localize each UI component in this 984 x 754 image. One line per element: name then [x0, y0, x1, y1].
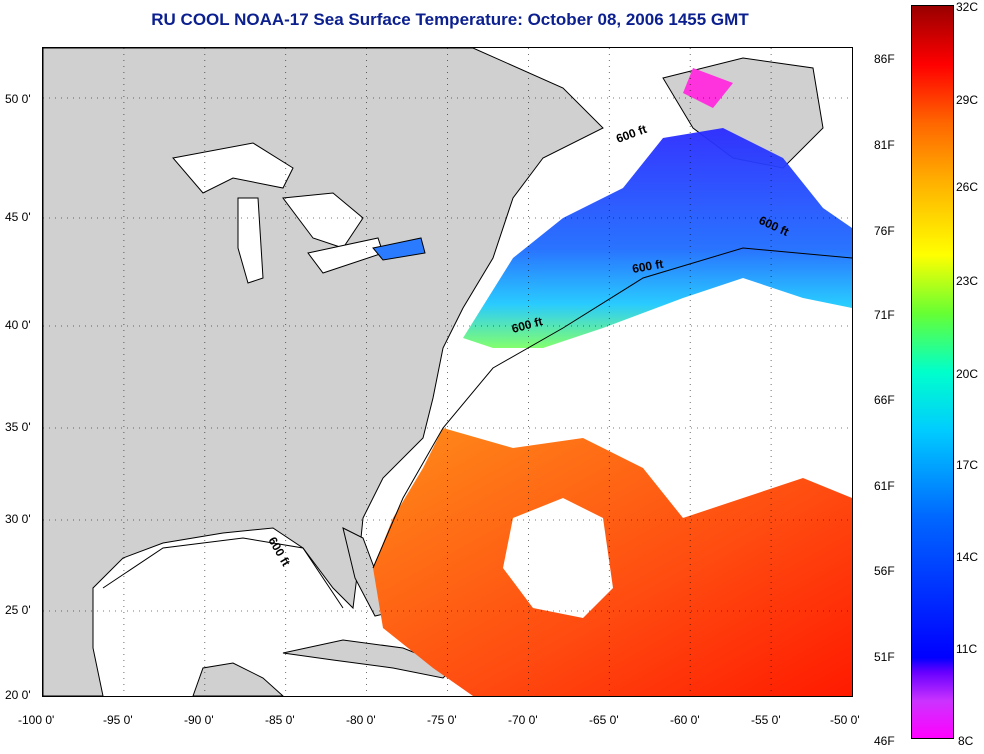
- colorbar-c-label: 14C: [956, 550, 979, 564]
- colorbar-f-label: 66F: [874, 393, 895, 407]
- colorbar-f-label: 71F: [874, 308, 895, 322]
- graticule: [43, 48, 852, 696]
- sst-map-canvas: 600 ft 600 ft 600 ft 600 ft 600 ft: [43, 48, 852, 696]
- lon-label: -50 0': [830, 713, 860, 727]
- sst-cold-shelf: [463, 128, 852, 348]
- isobath-label: 600 ft: [631, 257, 664, 276]
- lat-label: 20 0': [5, 688, 31, 702]
- lon-label: -85 0': [265, 713, 295, 727]
- colorbar-c-label: 23C: [956, 274, 979, 288]
- lon-label: -65 0': [589, 713, 619, 727]
- colorbar-c-label: 17C: [956, 458, 979, 472]
- colorbar-c-label: 8C: [958, 734, 974, 748]
- lon-label: -55 0': [751, 713, 781, 727]
- lat-label: 35 0': [5, 420, 31, 434]
- sst-map: 600 ft 600 ft 600 ft 600 ft 600 ft: [42, 47, 853, 697]
- colorbar-f-label: 86F: [874, 52, 895, 66]
- lon-label: -75 0': [427, 713, 457, 727]
- map-title: RU COOL NOAA-17 Sea Surface Temperature:…: [151, 10, 749, 29]
- lon-label: -95 0': [103, 713, 133, 727]
- lat-label: 30 0': [5, 512, 31, 526]
- colorbar-c-label: 29C: [956, 93, 979, 107]
- lon-label: -60 0': [670, 713, 700, 727]
- lat-label: 25 0': [5, 603, 31, 617]
- sst-warm-region: [373, 428, 852, 696]
- colorbar-f-label: 56F: [874, 564, 895, 578]
- lat-label: 50 0': [5, 92, 31, 106]
- cloud-patch: [503, 498, 613, 618]
- lat-label: 40 0': [5, 318, 31, 332]
- lat-label: 45 0': [5, 210, 31, 224]
- lon-label: -80 0': [346, 713, 376, 727]
- colorbar-f-label: 61F: [874, 479, 895, 493]
- colorbar-c-label: 32C: [956, 0, 979, 14]
- colorbar-c-label: 26C: [956, 180, 979, 194]
- colorbar-c-label: 11C: [956, 642, 978, 656]
- lon-label: -90 0': [184, 713, 214, 727]
- land-yucatan: [192, 662, 284, 696]
- lon-label: -100 0': [18, 713, 55, 727]
- colorbar-f-label: 46F: [874, 734, 895, 748]
- colorbar-f-label: 51F: [874, 650, 895, 664]
- temperature-colorbar: [911, 5, 954, 739]
- lon-label: -70 0': [508, 713, 538, 727]
- great-lakes: [172, 142, 294, 194]
- colorbar-f-label: 76F: [874, 224, 895, 238]
- colorbar-f-label: 81F: [874, 138, 895, 152]
- colorbar-c-label: 20C: [956, 367, 979, 381]
